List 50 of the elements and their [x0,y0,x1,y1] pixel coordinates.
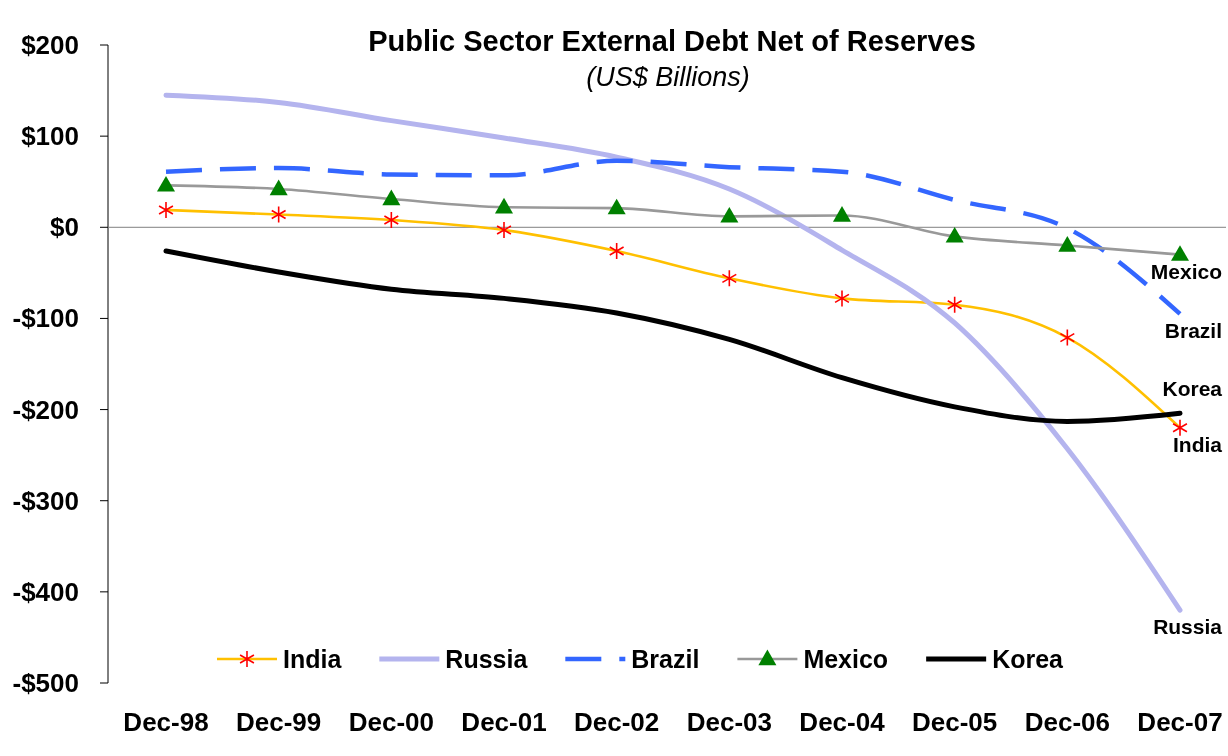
legend-label: Mexico [803,645,889,673]
x-tick-label: Dec-06 [1024,707,1110,737]
point [1058,236,1077,252]
x-tick-label: Dec-02 [574,707,660,737]
y-tick-label: $200 [21,30,79,60]
text: (US$ Billions) [586,62,750,92]
y-tick-label: $100 [21,121,79,152]
text: Russia [1153,615,1222,639]
point [1170,245,1190,261]
y-tick-label: -$500 [12,668,79,698]
text: Korea [1162,377,1222,401]
text: India [1172,432,1222,456]
y-tick-label: -$400 [12,576,79,607]
point [721,269,738,288]
point [946,295,963,314]
point [269,179,288,196]
legend-label: Brazil [631,645,700,673]
point [608,242,625,260]
legend-label: Russia [445,645,529,673]
x-tick-label: Dec-00 [348,707,434,737]
point [156,175,176,192]
x-tick-label: Dec-03 [686,707,772,737]
x-tick-label: Dec-01 [461,707,547,737]
point [496,221,512,239]
x-tick-label: Dec-04 [799,707,886,737]
point [383,211,400,229]
text: Brazil [1164,318,1222,342]
point [832,206,852,222]
y-tick-label: -$300 [12,485,79,516]
point [1172,419,1188,437]
point [1059,328,1076,347]
x-tick-label: Dec-05 [912,707,998,737]
point [270,205,287,224]
point [158,201,174,219]
legend-label: India [282,645,343,673]
y-tick-label: $0 [50,212,79,243]
x-tick-label: Dec-98 [123,707,209,737]
text: Mexico [1150,259,1222,283]
point [494,197,514,214]
point [945,226,964,243]
x-tick-label: Dec-07 [1137,707,1223,737]
legend-label: Korea [992,645,1065,673]
y-tick-label: -$100 [12,303,79,334]
y-tick-label: -$200 [12,394,79,425]
point [720,206,739,223]
chart-title: Public Sector External Debt Net of Reserves [368,25,976,57]
x-tick-label: Dec-99 [236,707,322,737]
point [834,289,850,308]
point [607,198,626,215]
point [382,189,401,206]
